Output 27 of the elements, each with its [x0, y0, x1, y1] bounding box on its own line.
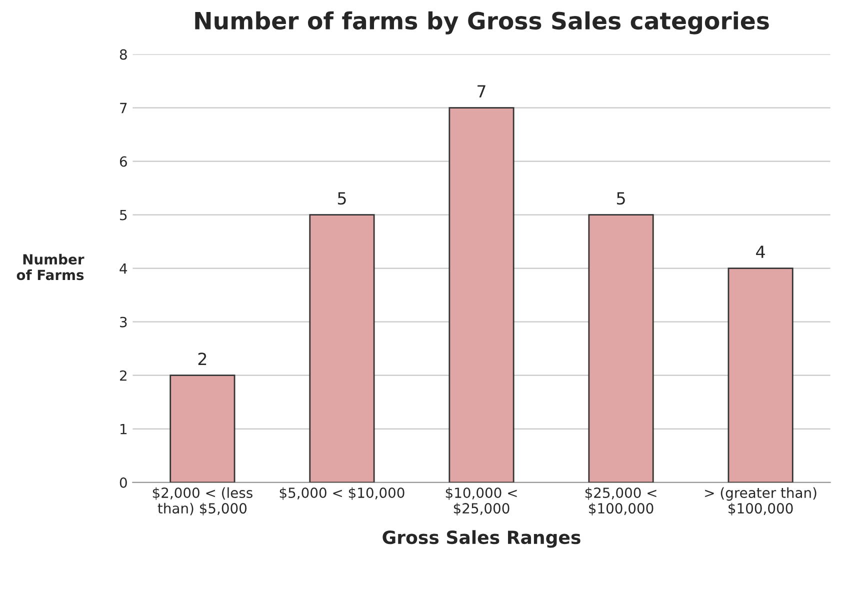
data-label: 5: [617, 192, 625, 205]
x-axis-title: Gross Sales Ranges: [382, 530, 580, 548]
data-label: 4: [756, 246, 765, 258]
bar: [588, 214, 654, 482]
chart-title: Number of farms by Gross Sales categories: [195, 11, 769, 34]
x-tick-label: $25,000 < $100,000: [585, 487, 656, 516]
x-tick-label: $5,000 < $10,000: [280, 487, 404, 500]
bar: [448, 107, 514, 482]
y-tick-label: 7: [120, 102, 127, 114]
y-tick-label: 0: [120, 477, 127, 488]
y-tick-label: 3: [120, 316, 127, 328]
data-label: 7: [478, 85, 486, 98]
x-tick-label: $2,000 < (less than) $5,000: [152, 487, 252, 516]
y-tick-label: 8: [120, 49, 127, 60]
data-label: 2: [198, 352, 206, 365]
bar: [309, 214, 375, 482]
y-tick-label: 5: [120, 210, 127, 220]
y-tick-label: 4: [120, 263, 128, 274]
y-tick-label: 1: [120, 424, 127, 434]
y-tick-label: 2: [120, 370, 126, 381]
y-axis-title: Number of Farms: [16, 254, 84, 280]
bar: [728, 268, 794, 482]
data-label: 5: [338, 192, 346, 205]
y-tick-label: 6: [120, 156, 127, 167]
bar: [170, 374, 236, 482]
x-tick-label: $10,000 < $25,000: [446, 487, 517, 516]
x-tick-label: > (greater than) $100,000: [705, 487, 816, 516]
